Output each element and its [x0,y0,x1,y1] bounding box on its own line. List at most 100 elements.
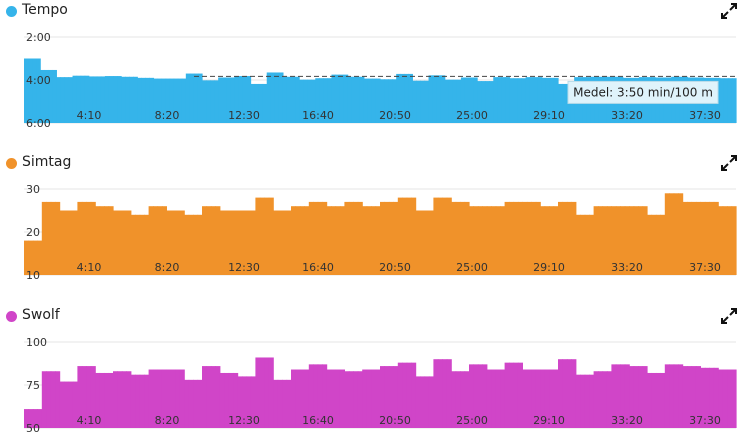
simtag-bar [477,206,483,275]
simtag-x-tick-label: 37:30 [689,261,721,274]
swolf-x-tick-label: 20:50 [379,414,411,427]
tempo-bar [392,79,397,123]
tempo-bar [234,76,240,123]
tempo-bar [137,77,142,123]
simtag-bar [428,210,434,275]
swolf-bar [553,369,559,428]
swolf-bar [135,374,141,428]
simtag-expand-icon[interactable] [720,154,738,172]
swolf-bar [108,372,114,428]
tempo-bar [311,79,316,123]
simtag-bar [246,210,252,275]
simtag-header: Simtag [0,152,742,178]
tempo-bar [32,58,37,123]
tempo-bar [371,78,377,123]
simtag-bar [108,206,114,275]
swolf-bar [206,366,212,428]
tempo-bar [230,77,235,123]
swolf-bar [602,371,608,428]
tempo-bar [165,78,171,123]
swolf-bar [219,372,225,428]
swolf-bar [433,359,439,428]
simtag-bar [469,206,475,275]
tempo-bar [161,78,167,123]
tempo-bar [473,77,478,123]
swolf-bar [642,366,648,428]
simtag-bar [55,201,61,275]
simtag-bar [37,240,43,275]
swolf-bar [277,379,283,428]
simtag-bar [121,210,127,275]
tempo-expand-icon[interactable] [720,2,738,20]
simtag-bar [713,201,719,275]
tempo-x-tick-label: 4:10 [77,109,102,122]
simtag-bar [331,206,337,275]
simtag-bar [473,206,479,275]
tempo-bar [440,75,446,123]
simtag-bar [664,193,670,275]
simtag-bar [81,201,87,275]
simtag-bar [709,201,715,275]
simtag-bar [210,206,216,275]
tempo-bar [242,76,248,123]
simtag-bar [126,210,132,275]
simtag-bar [130,214,136,275]
swolf-bar [713,367,719,428]
swolf-bar [411,362,417,428]
tempo-bar [384,79,389,123]
simtag-bar [437,197,443,275]
simtag-bar [687,201,693,275]
simtag-bar [148,206,154,275]
tempo-bar [549,77,555,123]
simtag-bar [464,201,470,275]
swolf-bar [580,374,586,428]
swolf-bar [460,371,466,428]
simtag-bar [682,201,688,275]
swolf-bar [197,379,203,428]
swolf-bar [727,369,733,428]
simtag-bar [144,214,150,275]
simtag-bar [615,206,621,275]
simtag-bar [388,201,394,275]
tempo-bar [56,77,62,123]
simtag-bar [531,201,537,275]
tempo-bar [295,76,300,123]
simtag-bar [731,206,737,275]
tempo-bar [719,78,725,123]
simtag-bar [64,210,70,275]
simtag-bar [59,210,65,275]
swolf-expand-icon[interactable] [720,307,738,325]
tempo-bar [226,77,231,123]
simtag-bar [273,210,279,275]
swolf-bar [624,364,630,428]
swolf-bar [72,381,78,428]
simtag-bar [308,201,314,275]
simtag-bar [233,210,239,275]
tempo-bar [497,77,502,123]
tempo-bar [92,76,98,123]
tempo-panel: Tempo Medel: 3:50 min/100 m 2:00 4:00 6:00 4… [0,0,742,130]
tempo-bar [525,77,531,123]
tempo-bar [291,76,296,123]
tempo-bar [169,78,175,123]
swolf-bar [486,369,492,428]
swolf-bar [77,366,83,428]
tempo-header: Tempo [0,0,742,26]
simtag-bar [219,210,225,275]
swolf-bar [606,371,612,428]
swolf-bar [718,369,724,428]
simtag-bar [602,206,608,275]
simtag-bar [722,206,728,275]
swolf-bar [291,369,297,428]
swolf-bar [388,366,394,428]
swolf-bar [664,364,670,428]
swolf-bar [273,379,279,428]
simtag-bar [184,214,190,275]
swolf-bar [526,369,532,428]
simtag-bar [179,210,185,275]
swolf-bar [184,379,190,428]
tempo-bar [177,78,183,123]
swolf-y-tick-label: 100 [26,336,47,349]
simtag-bar [420,210,426,275]
swolf-panel: Swolf 100 75 50 4:10 8:20 12:30 16:40 20:50 25:0… [0,305,742,435]
